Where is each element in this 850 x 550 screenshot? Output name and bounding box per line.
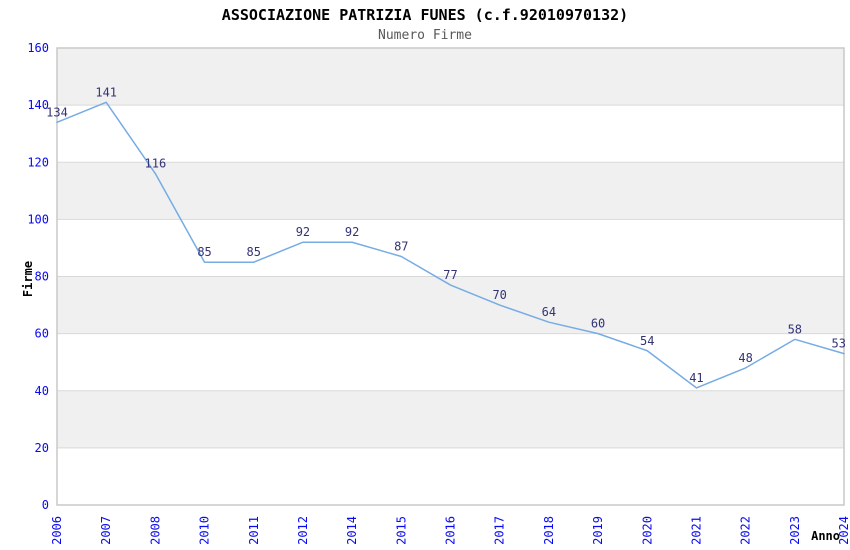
- x-tick-label: 2024: [837, 516, 850, 545]
- chart-subtitle: Numero Firme: [378, 28, 472, 43]
- y-tick-label: 120: [27, 155, 49, 169]
- x-tick-label: 2011: [247, 516, 261, 545]
- data-point-label: 85: [247, 245, 261, 259]
- y-tick-label: 40: [35, 384, 49, 398]
- y-tick-label: 80: [35, 270, 49, 284]
- data-point-label: 92: [296, 225, 310, 239]
- y-tick-label: 160: [27, 41, 49, 55]
- plot-band: [57, 219, 844, 277]
- x-tick-label: 2019: [591, 516, 605, 545]
- x-tick-label: 2015: [394, 516, 408, 545]
- data-line: [56, 101, 845, 389]
- data-point-label: 134: [46, 105, 68, 119]
- x-tick-label: 2014: [345, 516, 359, 545]
- y-tick-label: 100: [27, 212, 49, 226]
- data-point-label: 41: [689, 371, 703, 385]
- plot-border: [56, 47, 845, 506]
- x-tick-label: 2018: [542, 516, 556, 545]
- y-tick-label: 60: [35, 327, 49, 341]
- data-point-label: 64: [542, 305, 556, 319]
- data-point-label: 85: [197, 245, 211, 259]
- plot-band: [57, 276, 844, 334]
- x-tick-label: 2012: [296, 516, 310, 545]
- plot-band: [57, 48, 844, 106]
- plot-band: [57, 162, 844, 220]
- data-point-label: 48: [738, 351, 752, 365]
- data-point-label: 70: [492, 288, 506, 302]
- data-point-label: 54: [640, 334, 654, 348]
- x-tick-label: 2010: [198, 516, 212, 545]
- chart-title: ASSOCIAZIONE PATRIZIA FUNES (c.f.9201097…: [221, 6, 629, 24]
- x-tick-label: 2006: [50, 516, 64, 545]
- y-tick-label: 140: [27, 98, 49, 112]
- data-point-label: 87: [394, 240, 408, 254]
- data-point-label: 92: [345, 225, 359, 239]
- x-tick-label: 2016: [444, 516, 458, 545]
- data-point-label: 141: [95, 85, 117, 99]
- plot-band: [57, 105, 844, 163]
- x-tick-label: 2020: [640, 516, 654, 545]
- y-tick-label: 20: [35, 441, 49, 455]
- data-point-label: 58: [788, 322, 802, 336]
- x-tick-label: 2021: [689, 516, 703, 545]
- x-axis-title: Anno: [811, 529, 840, 543]
- x-tick-label: 2023: [788, 516, 802, 545]
- x-tick-label: 2022: [739, 516, 753, 545]
- y-tick-label: 0: [42, 498, 49, 512]
- x-tick-label: 2017: [493, 516, 507, 545]
- data-point-label: 53: [832, 337, 846, 351]
- plot-band: [57, 333, 844, 391]
- x-tick-label: 2008: [148, 516, 162, 545]
- x-tick-label: 2007: [99, 516, 113, 545]
- plot-band: [57, 447, 844, 505]
- data-point-label: 77: [443, 268, 457, 282]
- data-point-label: 60: [591, 317, 605, 331]
- plot-band: [57, 390, 844, 448]
- data-point-label: 116: [145, 157, 167, 171]
